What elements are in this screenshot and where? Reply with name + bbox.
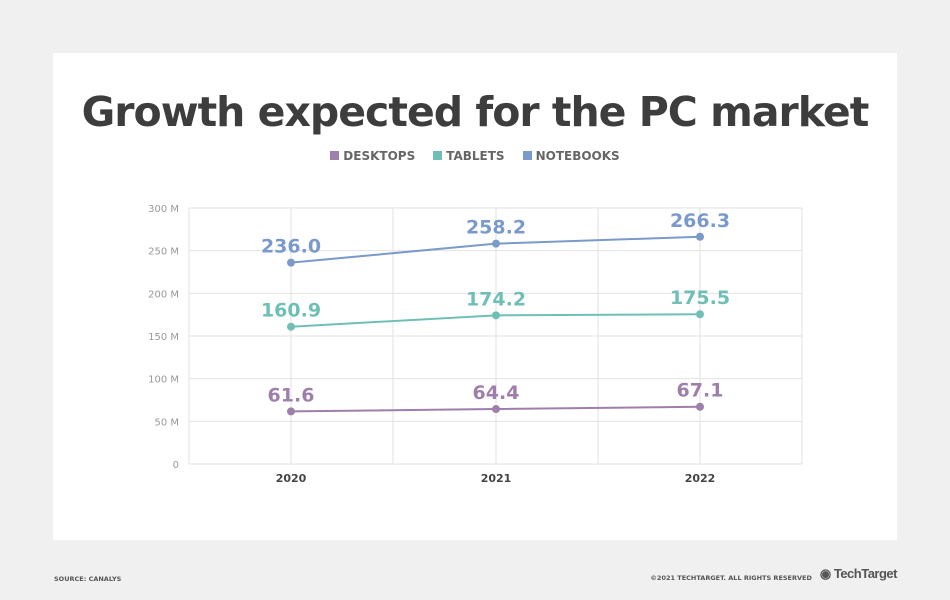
data-point: [696, 310, 704, 319]
legend-item: DESKTOPS: [330, 149, 415, 163]
y-tick-label: 50 M: [154, 417, 179, 428]
logo-text: TechTarget: [833, 566, 898, 581]
x-tick-label: 2020: [276, 472, 307, 485]
source-note: SOURCE: CANALYS: [54, 575, 122, 583]
x-tick-label: 2022: [685, 472, 716, 485]
legend-label: TABLETS: [446, 149, 505, 163]
data-label: 160.9: [261, 300, 321, 322]
data-label: 67.1: [677, 380, 724, 402]
data-label: 64.4: [473, 382, 520, 404]
y-tick-label: 200 M: [148, 289, 179, 300]
data-label: 266.3: [670, 210, 730, 232]
y-tick-label: 100 M: [148, 375, 179, 386]
legend: DESKTOPS TABLETS NOTEBOOKS: [0, 149, 950, 163]
legend-swatch: [433, 151, 443, 160]
data-point: [492, 405, 500, 414]
copyright: ©2021 TECHTARGET. ALL RIGHTS RESERVED: [650, 574, 812, 582]
data-label: 61.6: [268, 384, 315, 406]
y-tick-label: 0: [173, 460, 179, 471]
chart-title: Growth expected for the PC market: [81, 88, 870, 136]
legend-item: TABLETS: [433, 149, 505, 163]
x-tick-label: 2021: [481, 472, 512, 485]
data-point: [287, 322, 295, 331]
y-tick-label: 300 M: [148, 204, 179, 215]
data-label: 174.2: [466, 288, 526, 310]
legend-label: DESKTOPS: [343, 149, 416, 163]
legend-swatch: [330, 151, 340, 160]
data-point: [492, 311, 500, 320]
legend-swatch: [522, 151, 532, 160]
data-point: [696, 402, 704, 411]
y-tick-label: 150 M: [148, 332, 179, 343]
data-point: [492, 239, 500, 248]
footer-right: ©2021 TECHTARGET. ALL RIGHTS RESERVED ◉ …: [650, 566, 897, 582]
data-label: 236.0: [261, 236, 321, 258]
techtarget-logo: ◉ TechTarget: [819, 566, 898, 582]
data-label: 258.2: [466, 217, 526, 239]
data-label: 175.5: [670, 287, 730, 309]
data-point: [287, 407, 295, 416]
y-tick-label: 250 M: [148, 247, 179, 258]
data-point: [696, 232, 704, 241]
legend-item: NOTEBOOKS: [522, 149, 620, 163]
data-point: [287, 258, 295, 267]
legend-label: NOTEBOOKS: [535, 149, 620, 163]
eye-icon: ◉: [819, 566, 831, 581]
chart-card: [53, 53, 897, 540]
